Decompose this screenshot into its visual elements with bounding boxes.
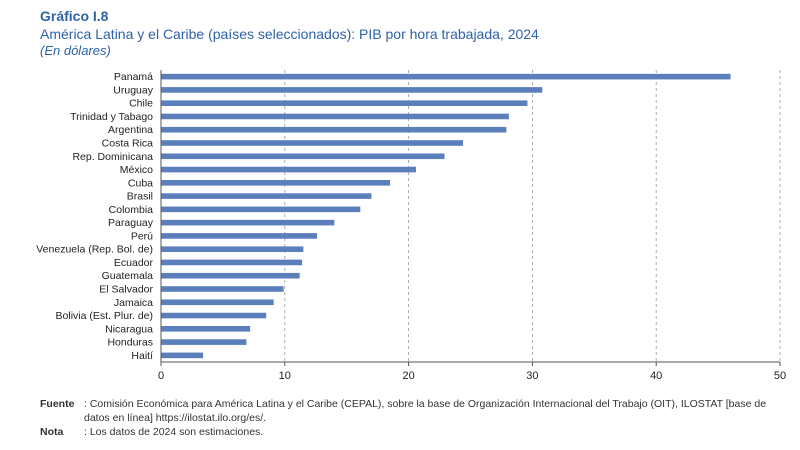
source-text: : Comisión Económica para América Latina… [84, 398, 767, 424]
bar [161, 233, 317, 239]
category-label: Honduras [107, 337, 153, 349]
category-label: Paraguay [108, 217, 154, 229]
category-label: Jamaica [114, 297, 153, 309]
x-tick-label: 20 [402, 370, 414, 382]
category-label: Ecuador [114, 257, 154, 269]
category-label: El Salvador [99, 284, 153, 296]
source-label: Fuente [40, 398, 75, 410]
category-label: Trinidad y Tabago [70, 111, 153, 123]
category-label: México [120, 164, 153, 176]
category-label: Haití [131, 350, 153, 362]
note-label: Nota [40, 426, 64, 438]
x-tick-label: 10 [279, 370, 291, 382]
bar [161, 352, 204, 359]
bar [161, 259, 303, 266]
category-label: Uruguay [113, 84, 153, 96]
bar [161, 272, 300, 279]
bar [161, 166, 417, 173]
x-tick-label: 40 [650, 370, 662, 382]
category-label: Panamá [114, 71, 153, 83]
category-label: Bolivia (Est. Plur. de) [56, 310, 153, 322]
category-label: Chile [129, 98, 153, 110]
bar [161, 100, 528, 106]
bar [161, 286, 284, 292]
bar [161, 180, 391, 186]
category-label: Argentina [108, 124, 153, 136]
category-label: Nicaragua [105, 323, 153, 335]
chart-subtitle: (En dólares) [40, 43, 111, 58]
bar [161, 299, 274, 306]
category-label: Brasil [127, 191, 153, 203]
category-label: Guatemala [102, 270, 154, 282]
bar [161, 206, 361, 213]
category-label: Colombia [109, 204, 154, 216]
bar [161, 126, 507, 133]
x-tick-label: 0 [158, 370, 164, 382]
bar [161, 140, 464, 146]
figure-label: Gráfico I.8 [40, 8, 109, 24]
bar [161, 312, 267, 319]
bar [161, 193, 372, 199]
bar [161, 73, 731, 80]
bar [161, 326, 251, 332]
category-label: Rep. Dominicana [72, 151, 153, 163]
category-label: Cuba [128, 177, 153, 189]
note-text: : Los datos de 2024 son estimaciones. [84, 426, 264, 438]
bar [161, 87, 543, 93]
chart-title: América Latina y el Caribe (países selec… [40, 26, 539, 42]
bar [161, 246, 304, 252]
bar [161, 153, 445, 160]
bar [161, 339, 247, 345]
bar [161, 113, 509, 120]
category-label: Perú [131, 230, 153, 242]
x-tick-label: 50 [774, 370, 786, 382]
bar [161, 219, 335, 226]
x-tick-label: 30 [526, 370, 538, 382]
category-label: Venezuela (Rep. Bol. de) [36, 244, 153, 256]
category-label: Costa Rica [102, 138, 154, 150]
